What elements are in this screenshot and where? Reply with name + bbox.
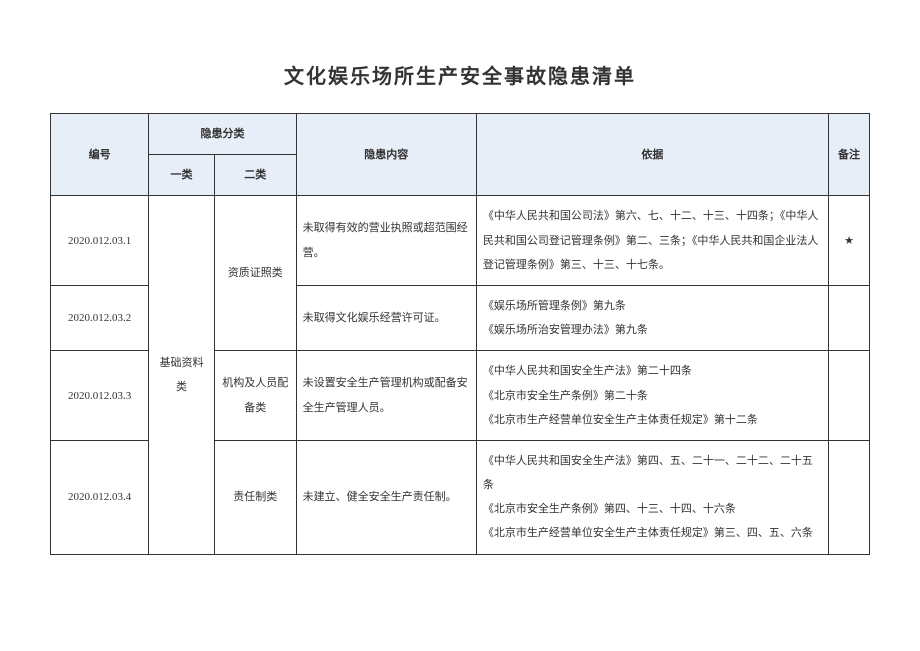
col-cat1: 一类: [149, 155, 215, 196]
cell-cat2: 责任制类: [214, 440, 296, 554]
cell-note: ★: [829, 196, 870, 286]
page-title: 文化娱乐场所生产安全事故隐患清单: [50, 60, 870, 89]
cell-basis: 《中华人民共和国公司法》第六、七、十二、十三、十四条；《中华人民共和国公司登记管…: [476, 196, 828, 286]
cell-note: [829, 285, 870, 350]
cell-basis: 《中华人民共和国安全生产法》第二十四条《北京市安全生产条例》第二十条《北京市生产…: [476, 351, 828, 441]
table-header-row-1: 编号 隐患分类 隐患内容 依据 备注: [51, 114, 870, 155]
col-cat2: 二类: [214, 155, 296, 196]
cell-content: 未设置安全生产管理机构或配备安全生产管理人员。: [296, 351, 476, 441]
cell-note: [829, 440, 870, 554]
col-content: 隐患内容: [296, 114, 476, 196]
cell-id: 2020.012.03.2: [51, 285, 149, 350]
col-note: 备注: [829, 114, 870, 196]
cell-note: [829, 351, 870, 441]
cell-id: 2020.012.03.4: [51, 440, 149, 554]
cell-cat2: 资质证照类: [214, 196, 296, 351]
col-basis: 依据: [476, 114, 828, 196]
table-row: 2020.012.03.1 基础资料类 资质证照类 未取得有效的营业执照或超范围…: [51, 196, 870, 286]
col-id: 编号: [51, 114, 149, 196]
cell-basis: 《中华人民共和国安全生产法》第四、五、二十一、二十二、二十五条《北京市安全生产条…: [476, 440, 828, 554]
cell-content: 未建立、健全安全生产责任制。: [296, 440, 476, 554]
cell-cat1: 基础资料类: [149, 196, 215, 554]
cell-basis: 《娱乐场所管理条例》第九条《娱乐场所治安管理办法》第九条: [476, 285, 828, 350]
col-category-group: 隐患分类: [149, 114, 296, 155]
cell-id: 2020.012.03.3: [51, 351, 149, 441]
cell-content: 未取得文化娱乐经营许可证。: [296, 285, 476, 350]
cell-cat2: 机构及人员配备类: [214, 351, 296, 441]
cell-id: 2020.012.03.1: [51, 196, 149, 286]
hazard-table: 编号 隐患分类 隐患内容 依据 备注 一类 二类 2020.012.03.1 基…: [50, 113, 870, 555]
cell-content: 未取得有效的营业执照或超范围经营。: [296, 196, 476, 286]
